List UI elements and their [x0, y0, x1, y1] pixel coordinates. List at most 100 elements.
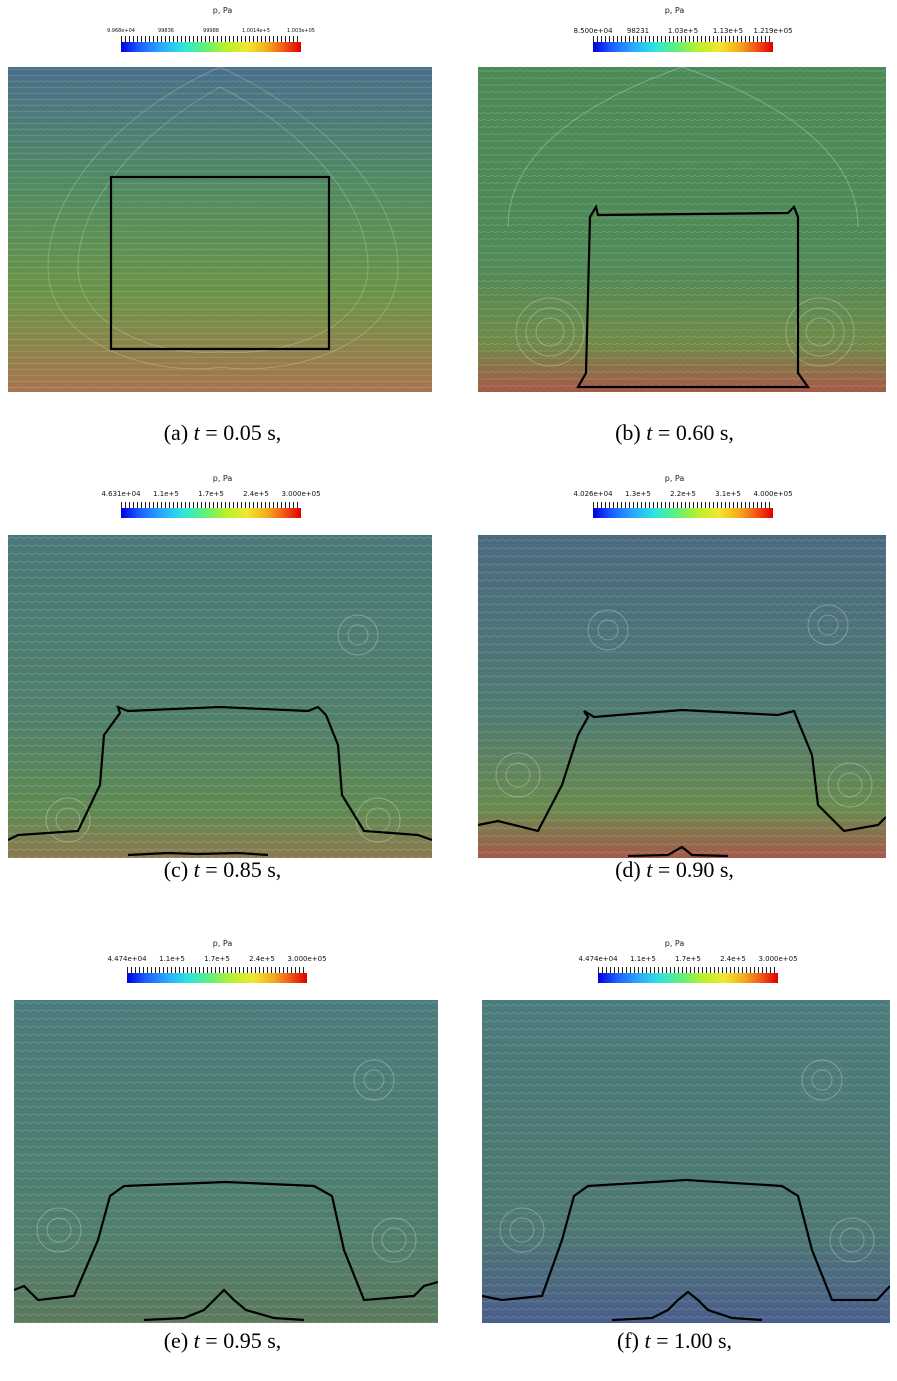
- colorbar-tick-label: 3.000e+05: [758, 955, 798, 963]
- colorbar-tick-label: 2.4e+5: [720, 955, 746, 963]
- time-unit: s,: [267, 1328, 282, 1353]
- colorbar-tick-label: 9.968e+04: [107, 28, 135, 34]
- fluid-interface: [109, 175, 331, 351]
- time-unit: s,: [719, 420, 734, 445]
- time-value: 1.00: [673, 1328, 713, 1353]
- colorbar-tick-label: 1.003e+05: [287, 28, 315, 34]
- colorbar-tick-label: 1.13e+5: [712, 27, 744, 35]
- panel-f: p, Pa 4.474e+04 1.1e+5 1.7e+5 2.4e+5 3.0…: [452, 930, 897, 1381]
- time-value: 0.85: [223, 857, 262, 882]
- time-symbol: t: [646, 857, 653, 882]
- fluid-interface: [576, 204, 811, 389]
- colorbar-tick-label: 1.7e+5: [198, 490, 224, 498]
- time-value: 0.90: [675, 857, 715, 882]
- colorbar-tick-label: 99988: [203, 28, 219, 34]
- panel-b: p, Pa 8.500e+04 98231 1.03e+5 1.13e+5 1.…: [452, 0, 897, 460]
- colorbar: [598, 973, 778, 983]
- flow-field-plot: [14, 1000, 438, 1323]
- time-symbol: t: [193, 1328, 200, 1353]
- colorbar-tick-label: 3.000e+05: [287, 955, 327, 963]
- colorbar: [121, 508, 301, 518]
- colorbar-tick-label: 1.7e+5: [675, 955, 701, 963]
- colorbar-tick-label: 8.500e+04: [573, 27, 613, 35]
- colorbar-tick-label: 3.1e+5: [715, 490, 741, 498]
- flow-field-plot: [478, 67, 886, 392]
- colorbar-ticks: [593, 36, 773, 42]
- colorbar-tick-label: 1.7e+5: [204, 955, 230, 963]
- colorbar-title: p, Pa: [212, 939, 233, 948]
- flow-field-plot: [8, 67, 432, 392]
- colorbar-tick-label: 1.3e+5: [625, 490, 651, 498]
- flow-field-svg: [8, 67, 432, 392]
- colorbar-ticks: [598, 967, 778, 973]
- colorbar-tick-label: 4.000e+05: [753, 490, 793, 498]
- colorbar-tick-label: 4.474e+04: [107, 955, 147, 963]
- caption: (d) t = 0.90 s,: [615, 857, 734, 882]
- colorbar-tick-label: 2.2e+5: [670, 490, 696, 498]
- flow-field-svg: [8, 535, 432, 858]
- colorbar-tick-label: 1.219e+05: [753, 27, 793, 35]
- colorbar-ticks: [127, 967, 307, 973]
- flow-field-plot: [482, 1000, 890, 1323]
- fluid-interface: [482, 1178, 890, 1302]
- panel-d: p, Pa 4.026e+04 1.3e+5 2.2e+5 3.1e+5 4.0…: [452, 465, 897, 925]
- colorbar: [121, 42, 301, 52]
- colorbar-tick-label: 4.026e+04: [573, 490, 613, 498]
- colorbar-ticks: [121, 36, 301, 42]
- colorbar-tick-label: 4.631e+04: [101, 490, 141, 498]
- time-value: 0.05: [223, 420, 262, 445]
- fluid-interface: [8, 705, 432, 842]
- time-symbol: t: [193, 420, 200, 445]
- fluid-interface: [14, 1180, 438, 1302]
- panel-c: p, Pa 4.631e+04 1.1e+5 1.7e+5 2.4e+5 3.0…: [0, 465, 445, 925]
- time-symbol: t: [646, 420, 653, 445]
- caption: (c) t = 0.85 s,: [163, 857, 282, 882]
- colorbar-tick-label: 1.1e+5: [153, 490, 179, 498]
- colorbar: [593, 42, 773, 52]
- colorbar-tick-label: 4.474e+04: [578, 955, 618, 963]
- time-value: 0.60: [675, 420, 715, 445]
- colorbar-title: p, Pa: [212, 6, 233, 15]
- caption: (b) t = 0.60 s,: [615, 420, 734, 445]
- colorbar-title: p, Pa: [664, 474, 685, 483]
- colorbar: [593, 508, 773, 518]
- time-value: 0.95: [223, 1328, 262, 1353]
- flow-field-svg: [482, 1000, 890, 1323]
- caption: (f) t = 1.00 s,: [616, 1328, 733, 1353]
- colorbar-ticks: [121, 502, 301, 508]
- fluid-interface: [478, 708, 886, 833]
- flow-field-svg: [478, 535, 886, 858]
- colorbar-tick-label: 3.000e+05: [281, 490, 321, 498]
- caption: (e) t = 0.95 s,: [163, 1328, 282, 1353]
- colorbar-tick-label: 98231: [626, 27, 650, 35]
- colorbar-title: p, Pa: [212, 474, 233, 483]
- colorbar-tick-label: 2.4e+5: [243, 490, 269, 498]
- time-symbol: t: [644, 1328, 651, 1353]
- flow-field-svg: [14, 1000, 438, 1323]
- colorbar: [127, 973, 307, 983]
- caption-label: (f): [616, 1328, 639, 1353]
- time-unit: s,: [267, 857, 282, 882]
- time-unit: s,: [717, 1328, 733, 1353]
- colorbar-tick-label: 2.4e+5: [249, 955, 275, 963]
- panel-a: p, Pa 9.968e+04 99836 99988 1.0014e+5 1.…: [0, 0, 445, 460]
- caption-label: (d): [615, 857, 641, 882]
- caption-label: (e): [163, 1328, 189, 1353]
- caption-label: (a): [163, 420, 189, 445]
- flow-field-plot: [478, 535, 886, 858]
- colorbar-title: p, Pa: [664, 939, 685, 948]
- colorbar-tick-label: 1.03e+5: [667, 27, 699, 35]
- time-symbol: t: [193, 857, 200, 882]
- caption-label: (c): [163, 857, 189, 882]
- colorbar-title: p, Pa: [664, 6, 685, 15]
- colorbar-ticks: [593, 502, 773, 508]
- flow-field-plot: [8, 535, 432, 858]
- caption-label: (b): [615, 420, 641, 445]
- colorbar-tick-label: 99836: [158, 28, 174, 34]
- time-unit: s,: [719, 857, 734, 882]
- panel-e: p, Pa 4.474e+04 1.1e+5 1.7e+5 2.4e+5 3.0…: [0, 930, 445, 1381]
- flow-field-svg: [478, 67, 886, 392]
- time-unit: s,: [267, 420, 282, 445]
- colorbar-tick-label: 1.0014e+5: [242, 28, 270, 34]
- caption: (a) t = 0.05 s,: [163, 420, 282, 445]
